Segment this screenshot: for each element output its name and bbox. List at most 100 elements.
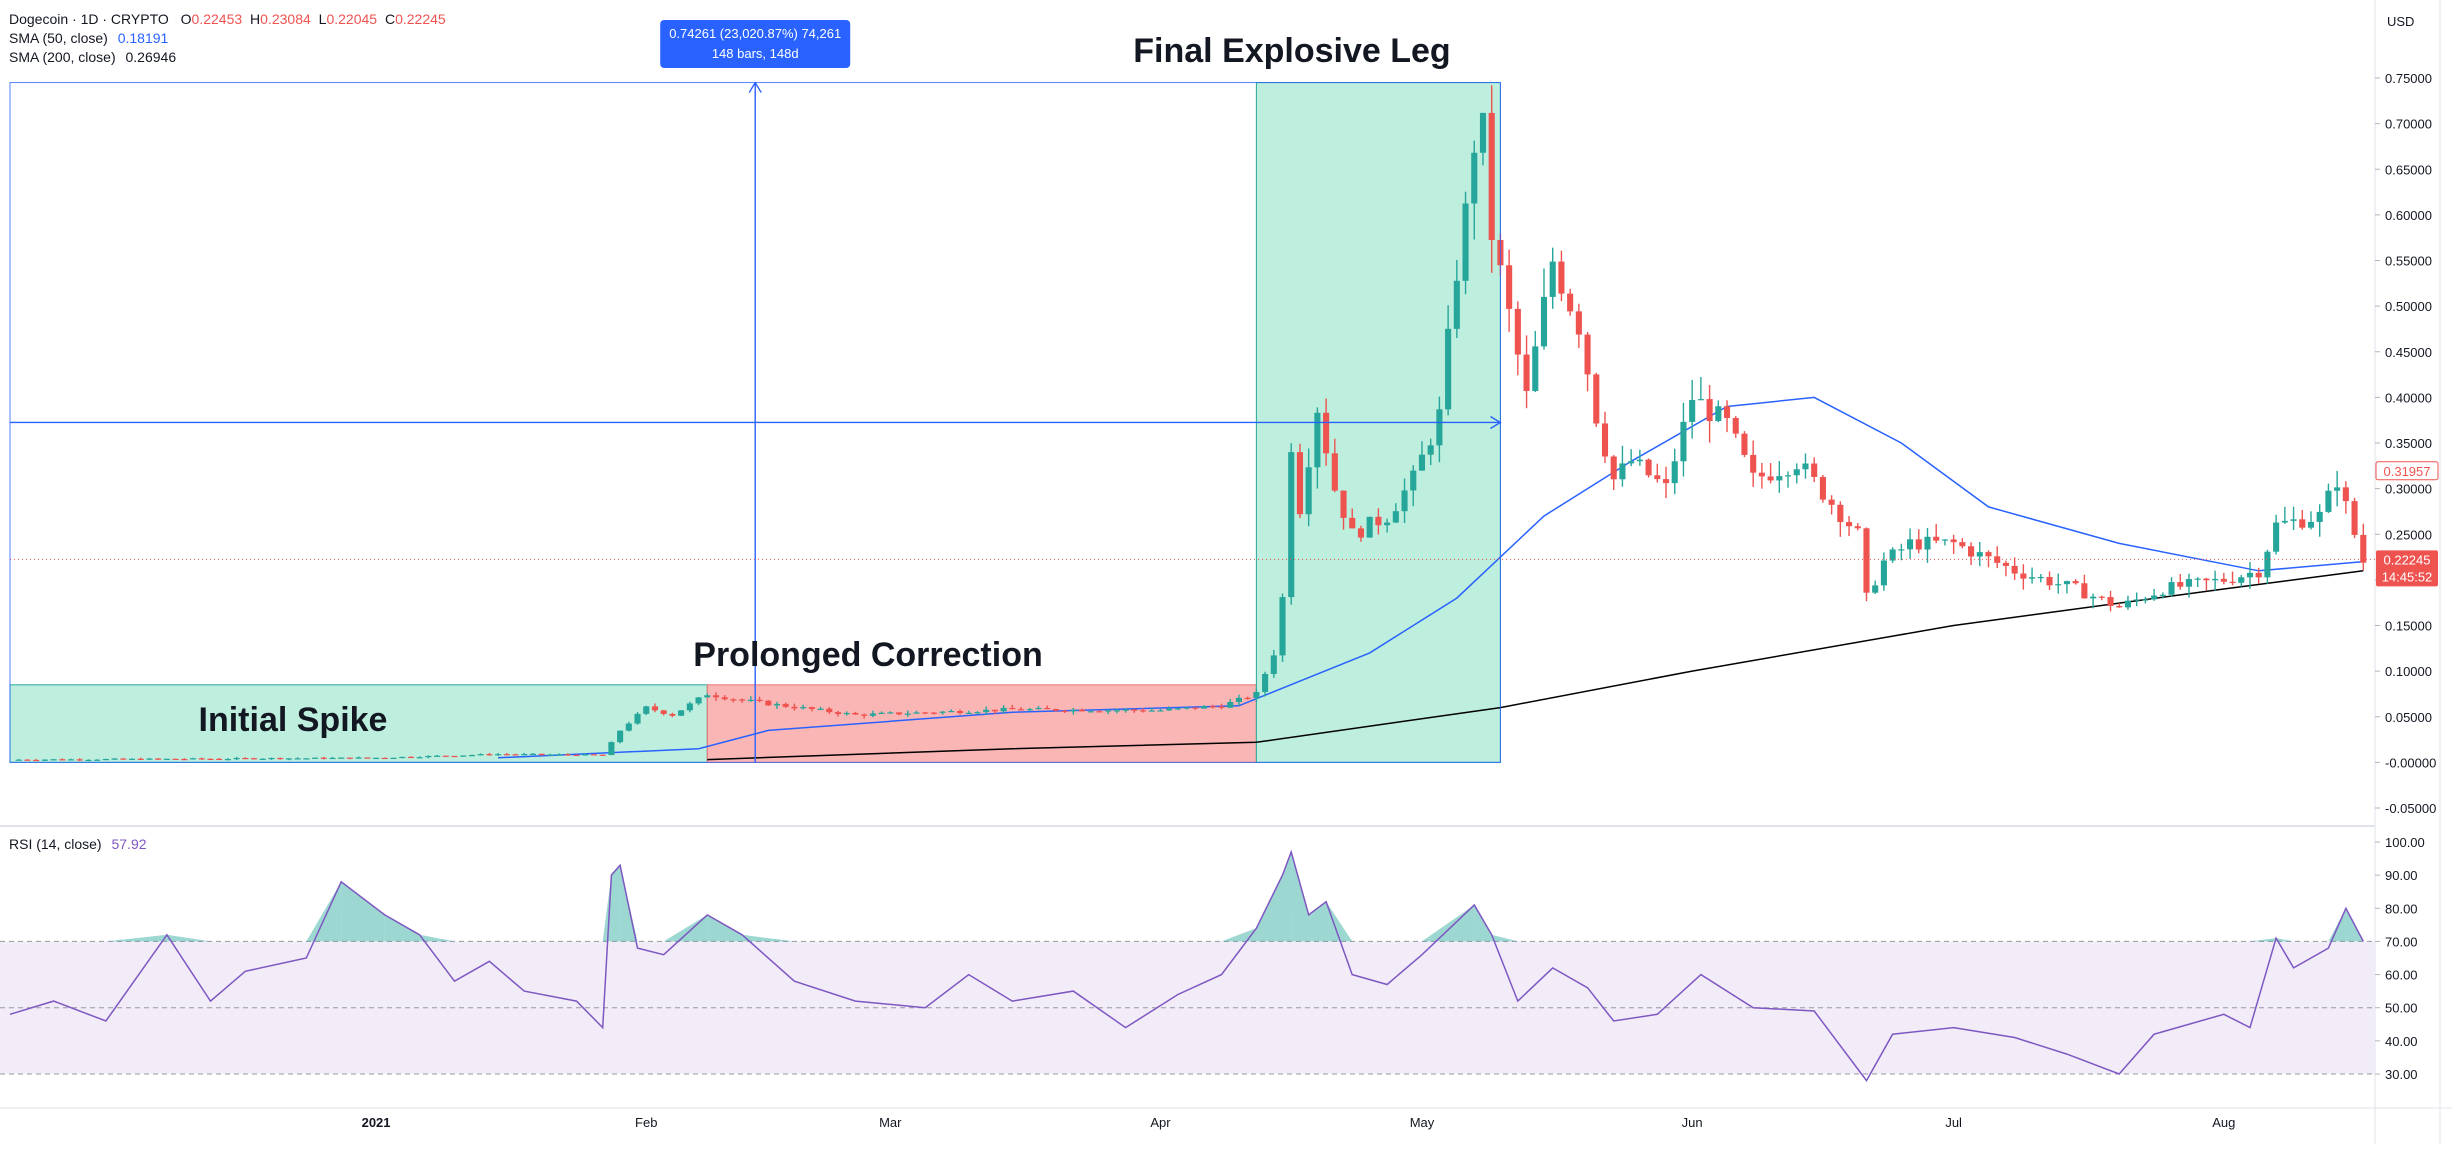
candle bbox=[1767, 463, 1774, 484]
candle-body bbox=[1131, 709, 1138, 711]
candle bbox=[956, 709, 964, 715]
candle-body bbox=[1323, 412, 1330, 454]
candle-body bbox=[625, 723, 632, 731]
candle-body bbox=[312, 757, 319, 759]
candle-body bbox=[329, 757, 336, 760]
candle bbox=[608, 741, 615, 756]
rsi-overbought-fill bbox=[1282, 851, 1292, 942]
price-tick-label: 0.25000 bbox=[2385, 527, 2432, 542]
candle-body bbox=[1741, 433, 1748, 455]
candle bbox=[1244, 696, 1251, 700]
candle bbox=[1131, 708, 1138, 713]
candle bbox=[1148, 707, 1155, 712]
candle bbox=[1741, 431, 1748, 458]
candle bbox=[913, 710, 920, 714]
rsi-legend[interactable]: RSI (14, close) 57.92 bbox=[9, 836, 147, 852]
sma50-value: 0.18191 bbox=[117, 30, 169, 46]
candle bbox=[1009, 704, 1016, 710]
candle bbox=[2238, 574, 2245, 587]
candle bbox=[407, 756, 414, 759]
candle bbox=[625, 721, 632, 732]
initial-spike-zone bbox=[9, 684, 708, 763]
candle bbox=[1601, 411, 1609, 463]
time-tick-label: Mar bbox=[879, 1115, 902, 1130]
candle bbox=[233, 756, 240, 761]
candle bbox=[2273, 514, 2280, 555]
candle-body bbox=[1262, 673, 1269, 692]
candle-body bbox=[922, 712, 929, 714]
candle-body bbox=[895, 712, 903, 715]
symbol-title[interactable]: Dogecoin · 1D · CRYPTO bbox=[9, 11, 169, 27]
candle bbox=[573, 754, 580, 757]
candle-body bbox=[85, 759, 92, 762]
rsi-overbought-fill bbox=[1308, 901, 1327, 942]
candle bbox=[582, 753, 589, 756]
candle bbox=[1889, 547, 1896, 563]
candle bbox=[2185, 573, 2193, 598]
candle-body bbox=[2055, 584, 2062, 586]
candle bbox=[1540, 268, 1548, 350]
candle-body bbox=[2212, 578, 2219, 581]
candle-body bbox=[1645, 459, 1652, 476]
candle-body bbox=[1410, 470, 1417, 491]
candle-body bbox=[198, 758, 205, 760]
time-tick-label: Jun bbox=[1682, 1115, 1703, 1130]
candle-body bbox=[1907, 539, 1914, 550]
candle-body bbox=[303, 758, 310, 760]
candle-body bbox=[181, 759, 188, 761]
candle-body bbox=[259, 758, 266, 760]
candle bbox=[1549, 247, 1556, 309]
candle bbox=[747, 696, 754, 702]
candle-body bbox=[1514, 308, 1521, 355]
candle-body bbox=[1654, 475, 1661, 480]
candle-body bbox=[1087, 711, 1094, 713]
price-tick-label: 0.35000 bbox=[2385, 436, 2432, 451]
sma50-row[interactable]: SMA (50, close) 0.18191 bbox=[9, 29, 450, 48]
candle bbox=[1776, 460, 1783, 493]
candle-body bbox=[521, 753, 528, 756]
candle-body bbox=[94, 759, 101, 761]
candle-body bbox=[320, 757, 327, 759]
candle bbox=[1340, 490, 1347, 530]
candle bbox=[1384, 518, 1391, 533]
rsi-overbought-fill bbox=[2328, 908, 2346, 942]
candle bbox=[678, 710, 685, 716]
sma200-row[interactable]: SMA (200, close) 0.26946 bbox=[9, 48, 450, 67]
candle bbox=[1915, 529, 1922, 554]
time-tick-label: Jul bbox=[1945, 1115, 1962, 1130]
rsi-tick-label: 70.00 bbox=[2385, 934, 2418, 949]
candle bbox=[242, 757, 249, 760]
candle-body bbox=[573, 754, 580, 757]
candle-body bbox=[163, 758, 170, 760]
measure-arrow-head-up bbox=[748, 81, 762, 93]
candle-body bbox=[2220, 578, 2227, 582]
rsi-overbought-fill bbox=[2276, 938, 2294, 942]
candle bbox=[739, 698, 746, 703]
candle bbox=[1819, 474, 1826, 503]
candle bbox=[643, 705, 650, 716]
candle-body bbox=[1209, 706, 1216, 708]
candle-body bbox=[346, 757, 353, 759]
candle bbox=[1096, 710, 1103, 713]
candle bbox=[2220, 572, 2227, 585]
candle bbox=[1898, 543, 1905, 561]
candle-body bbox=[2098, 596, 2105, 598]
candle bbox=[2246, 562, 2254, 589]
candle-body bbox=[800, 707, 807, 709]
candle-body bbox=[1183, 707, 1190, 709]
candle bbox=[817, 706, 824, 711]
candle bbox=[1201, 705, 1208, 709]
rsi-overbought-fill bbox=[1421, 904, 1475, 942]
candle bbox=[800, 704, 807, 710]
candle bbox=[930, 711, 937, 715]
price-tick-label: 0.40000 bbox=[2385, 390, 2432, 405]
candle bbox=[128, 758, 136, 760]
candle-body bbox=[930, 712, 937, 714]
candle bbox=[373, 757, 380, 760]
candle bbox=[224, 758, 231, 761]
candle bbox=[381, 757, 388, 760]
candle-body bbox=[599, 754, 606, 756]
currency-label[interactable]: USD bbox=[2387, 14, 2415, 29]
